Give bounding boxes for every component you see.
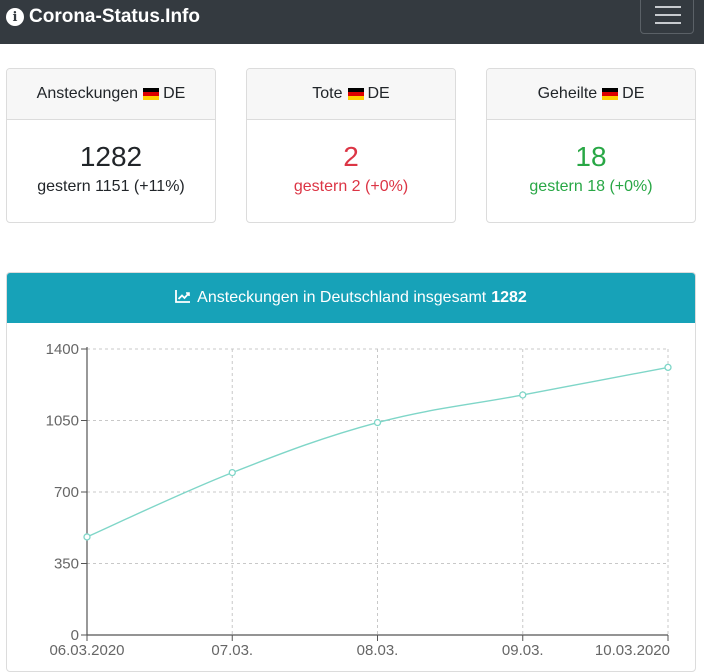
info-circle-icon: i	[6, 8, 24, 26]
card-recovered-value: 18	[575, 141, 607, 172]
card-deaths-yesterday: gestern 2 (+0%)	[293, 178, 409, 195]
brand-link[interactable]: i Corona-Status.Info	[6, 3, 200, 31]
card-recovered-header: Geheilte DE	[487, 69, 695, 120]
line-chart-icon	[175, 289, 191, 308]
data-point	[519, 391, 527, 399]
card-infections-yesterday: gestern 1151 (+11%)	[37, 178, 185, 195]
data-point	[373, 418, 382, 427]
chart-card: Ansteckungen in Deutschland insgesamt 12…	[6, 272, 696, 672]
navbar: i Corona-Status.Info	[0, 0, 704, 44]
y-tick-label: 700	[54, 484, 79, 501]
card-deaths-label: Tote	[312, 85, 343, 102]
x-tick-label: 08.03.	[357, 642, 399, 659]
germany-flag-icon	[347, 88, 364, 100]
x-tick-label: 10.03.2020	[595, 642, 670, 659]
data-point	[664, 363, 672, 372]
card-infections-header: Ansteckungen DE	[7, 69, 215, 120]
germany-flag-icon	[602, 88, 619, 100]
x-tick-label: 09.03.	[502, 642, 544, 659]
germany-flag-icon	[143, 88, 160, 100]
card-infections-value: 1282	[79, 141, 143, 172]
y-tick-label: 350	[54, 556, 79, 573]
chart-header-text: Ansteckungen in Deutschland insgesamt	[197, 289, 487, 306]
card-deaths-country: DE	[367, 85, 390, 102]
navbar-toggle-button[interactable]	[640, 0, 694, 34]
data-point	[228, 468, 236, 477]
card-recovered-label: Geheilte	[537, 85, 598, 102]
x-tick-label: 06.03.2020	[49, 642, 124, 659]
card-infections-country: DE	[163, 85, 186, 102]
infections-line-chart: 0 350 700 1050 1400 06.03.2020 07.03. 08.03. 09.…	[46, 341, 672, 659]
card-recovered: Geheilte DE 18 gestern 18 (+0%)	[486, 68, 696, 223]
chart-header: Ansteckungen in Deutschland insgesamt 12…	[7, 273, 695, 323]
data-point	[83, 533, 91, 541]
card-recovered-yesterday: gestern 18 (+0%)	[529, 178, 653, 195]
y-tick-label: 1050	[46, 413, 79, 430]
card-deaths-header: Tote DE	[247, 69, 455, 120]
card-recovered-country: DE	[622, 85, 645, 102]
chart-header-total: 1282	[491, 289, 527, 306]
card-infections: Ansteckungen DE 1282 gestern 1151 (+11%)	[6, 68, 216, 223]
x-tick-label: 07.03.	[211, 642, 253, 659]
card-infections-label: Ansteckungen	[36, 85, 139, 102]
y-tick-label: 0	[71, 627, 79, 644]
brand-title: Corona-Status.Info	[29, 6, 200, 27]
y-tick-label: 1400	[46, 341, 79, 358]
card-deaths-value: 2	[343, 141, 359, 172]
card-deaths: Tote DE 2 gestern 2 (+0%)	[246, 68, 456, 223]
